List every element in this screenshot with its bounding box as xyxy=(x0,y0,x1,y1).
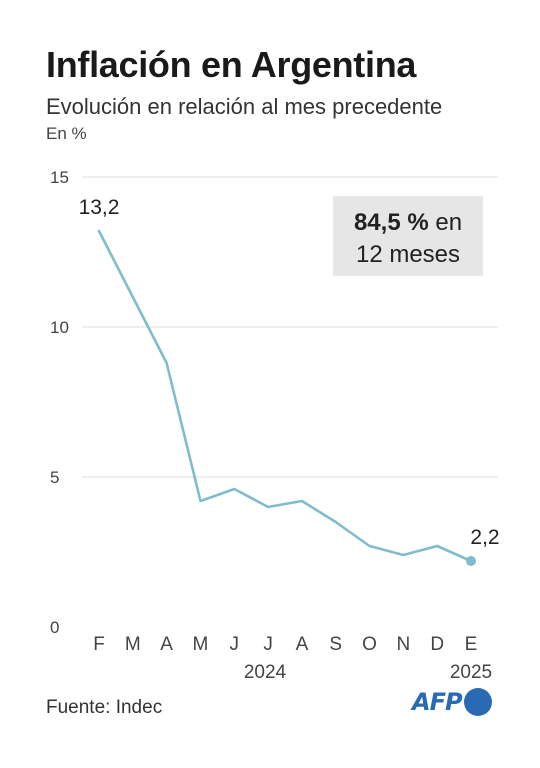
callout-box xyxy=(333,196,483,276)
afp-logo-dot xyxy=(463,688,492,716)
afp-logo: AFP xyxy=(412,688,492,716)
callout-line-1: 84,5 % en xyxy=(354,209,462,236)
y-tick-label-15: 15 xyxy=(50,168,69,187)
x-tick-label-1: M xyxy=(125,634,141,655)
data-label-0: 13,2 xyxy=(79,196,120,219)
x-tick-label-10: D xyxy=(430,634,444,655)
series-line xyxy=(97,229,473,563)
x-tick-label-6: A xyxy=(296,634,309,655)
y-tick-label-10: 10 xyxy=(50,318,69,337)
x-tick-label-4: J xyxy=(230,634,240,655)
afp-logo-text: AFP xyxy=(412,688,463,716)
x-tick-label-7: S xyxy=(329,634,342,655)
source-label: Fuente: Indec xyxy=(46,697,163,718)
chart-title: Inflación en Argentina xyxy=(46,44,417,85)
x-tick-label-2: A xyxy=(160,634,173,655)
x-tick-label-11: E xyxy=(465,634,478,655)
year-label-2025: 2025 xyxy=(450,662,492,683)
callout-value: 84,5 % xyxy=(354,209,429,236)
y-tick-label-0: 0 xyxy=(50,618,59,637)
year-label-2024: 2024 xyxy=(244,662,287,683)
data-point-end xyxy=(466,556,476,566)
x-tick-label-3: M xyxy=(193,634,209,655)
y-tick-label-5: 5 xyxy=(50,468,59,487)
data-label-11: 2,2 xyxy=(470,526,499,549)
x-tick-label-5: J xyxy=(263,634,273,655)
callout-value-suffix: en xyxy=(429,209,462,236)
chart-subtitle: Evolución en relación al mes precedente xyxy=(46,94,443,119)
x-tick-label-0: F xyxy=(93,634,105,655)
unit-label: En % xyxy=(46,124,87,143)
x-tick-label-9: N xyxy=(396,634,410,655)
x-tick-label-8: O xyxy=(362,634,377,655)
callout-line-2: 12 meses xyxy=(356,241,460,268)
